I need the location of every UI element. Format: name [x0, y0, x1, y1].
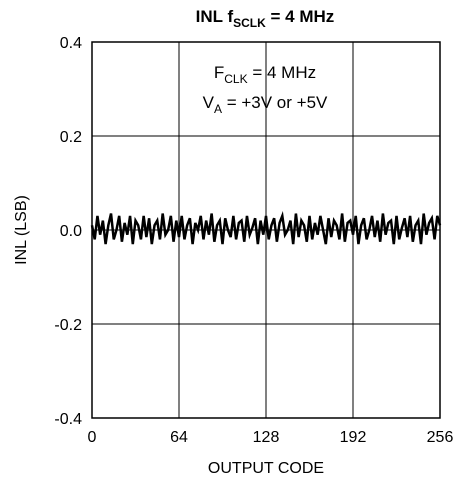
inl-trace	[90, 210, 442, 245]
x-tick-label: 128	[253, 429, 280, 446]
y-tick-label: 0.0	[60, 223, 82, 240]
x-tick-label: 64	[170, 429, 188, 446]
x-tick-label: 0	[88, 429, 97, 446]
annotation-fclk: FCLK = 4 MHz	[214, 63, 316, 86]
x-tick-labels: 0 64 128 192 256	[88, 429, 454, 446]
x-tick-label: 256	[427, 429, 454, 446]
y-tick-label: 0.4	[60, 35, 82, 52]
plot-frame	[91, 41, 441, 419]
y-tick-label: -0.4	[54, 411, 82, 428]
y-tick-labels: 0.4 0.2 0.0 -0.2 -0.4	[54, 35, 82, 428]
y-axis-label: INL (LSB)	[13, 195, 30, 265]
y-tick-label: -0.2	[54, 317, 82, 334]
x-axis-label: OUTPUT CODE	[208, 460, 324, 477]
chart-title: INL fSCLK = 4 MHz	[196, 7, 335, 30]
x-tick-label: 192	[340, 429, 367, 446]
inl-series-line	[90, 210, 442, 245]
annotation-va: VA = +3V or +5V	[203, 93, 328, 116]
y-tick-label: 0.2	[60, 129, 82, 146]
